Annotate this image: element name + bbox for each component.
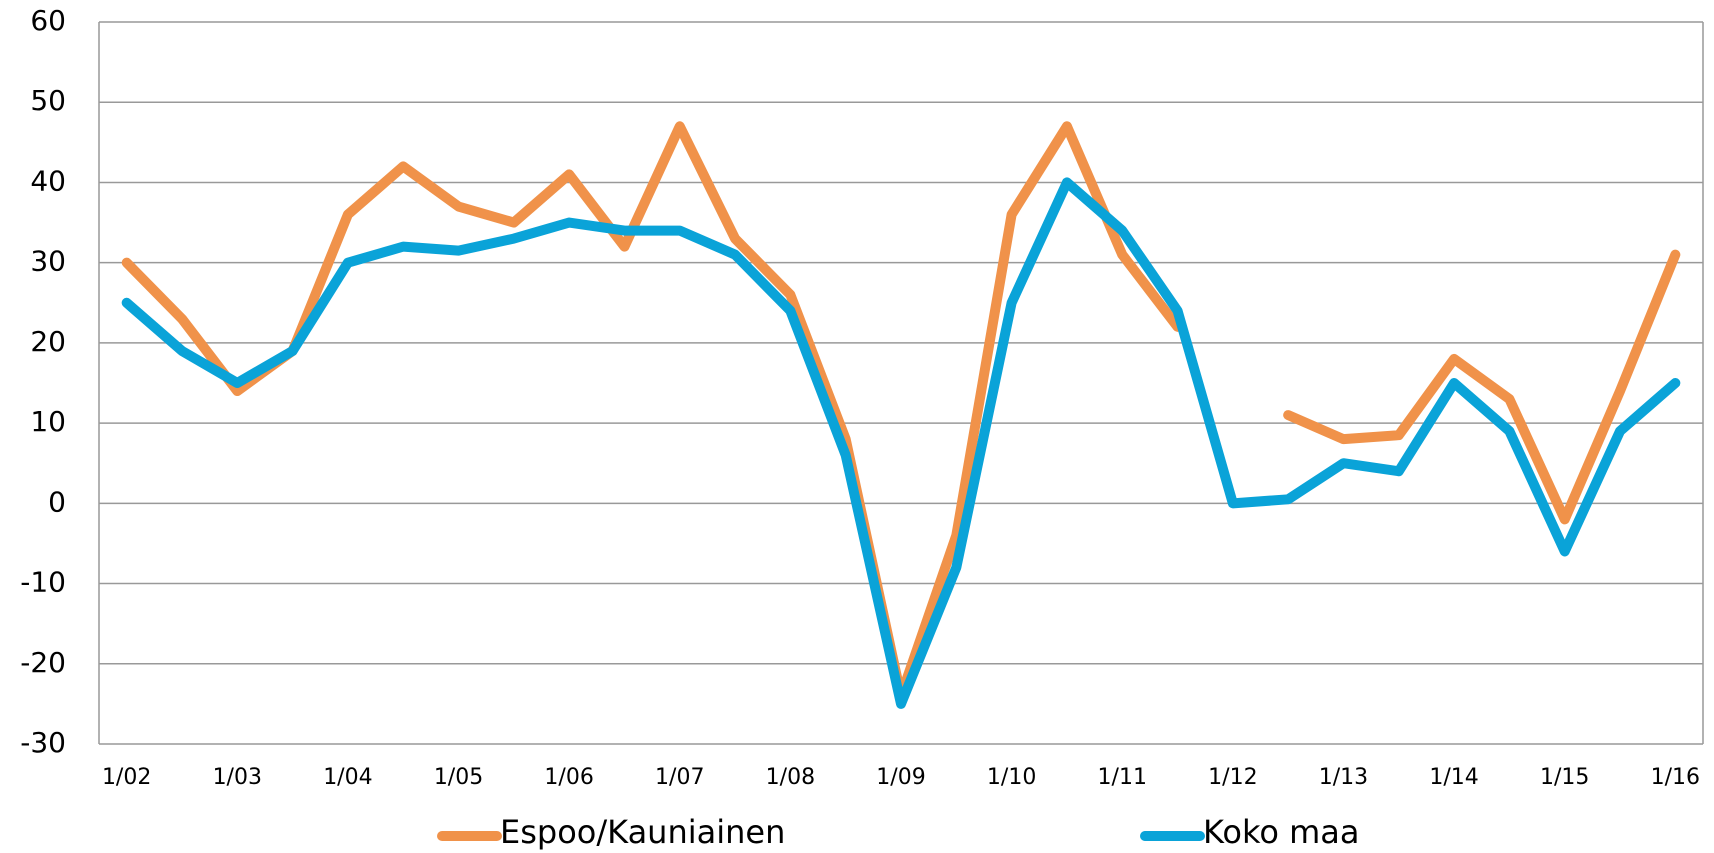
x-tick-label: 1/16 <box>1651 765 1700 790</box>
x-tick-label: 1/11 <box>1098 765 1147 790</box>
legend-label: Espoo/Kauniainen <box>500 813 785 851</box>
series-line <box>121 121 1183 701</box>
x-tick-label: 1/13 <box>1319 765 1368 790</box>
x-tick-label: 1/14 <box>1429 765 1478 790</box>
x-tick-label: 1/12 <box>1208 765 1257 790</box>
x-tick-label: 1/06 <box>544 765 593 790</box>
x-tick-label: 1/15 <box>1540 765 1589 790</box>
x-tick-label: 1/03 <box>213 765 262 790</box>
y-tick-label: 40 <box>30 164 66 197</box>
legend-label: Koko maa <box>1203 813 1360 851</box>
y-tick-label: 20 <box>30 325 66 358</box>
x-tick-label: 1/02 <box>102 765 151 790</box>
x-tick-label: 1/10 <box>987 765 1036 790</box>
x-tick-label: 1/07 <box>655 765 704 790</box>
y-tick-label: 0 <box>48 485 66 518</box>
y-tick-label: 10 <box>30 405 66 438</box>
series-line <box>121 177 1681 709</box>
y-tick-label: 50 <box>30 84 66 117</box>
x-tick-label: 1/04 <box>323 765 372 790</box>
y-tick-label: -10 <box>20 566 66 599</box>
series-line <box>1283 249 1681 525</box>
y-tick-label: -30 <box>20 726 66 759</box>
x-tick-label: 1/08 <box>766 765 815 790</box>
y-tick-label: -20 <box>20 646 66 679</box>
y-tick-label: 60 <box>30 4 66 37</box>
y-tick-label: 30 <box>30 245 66 278</box>
x-tick-label: 1/05 <box>434 765 483 790</box>
x-tick-label: 1/09 <box>876 765 925 790</box>
